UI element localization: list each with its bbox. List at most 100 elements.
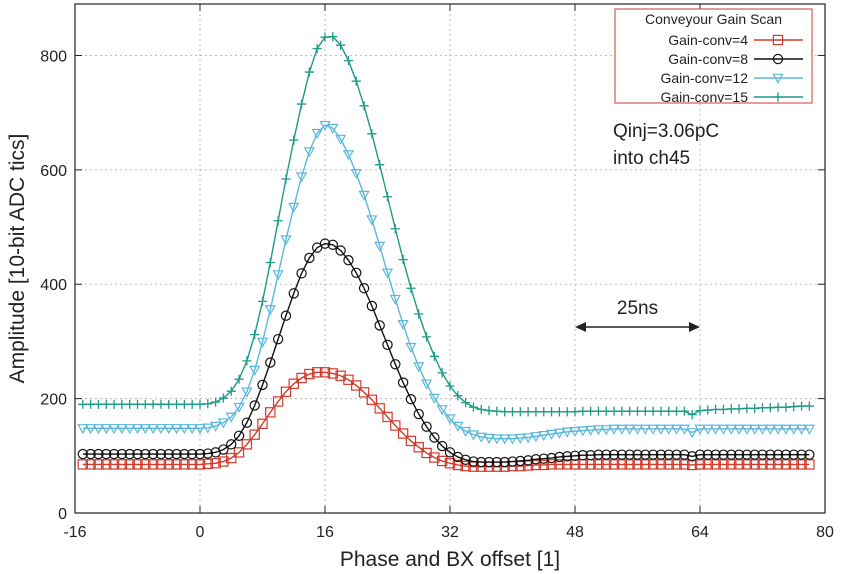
data-point: [585, 425, 597, 436]
data-point: [397, 428, 409, 439]
data-point: [85, 424, 97, 435]
data-point: [436, 455, 448, 467]
data-point: [295, 172, 308, 183]
data-point: [484, 406, 494, 416]
data-point: [414, 309, 424, 319]
data-point: [694, 449, 706, 460]
data-point: [750, 403, 760, 413]
data-point: [710, 449, 721, 460]
data-point: [202, 458, 214, 470]
data-point: [233, 402, 245, 414]
data-point: [467, 430, 480, 441]
data-point: [179, 448, 190, 460]
data-point: [546, 452, 557, 464]
data-point: [632, 449, 643, 460]
data-point: [461, 398, 471, 408]
x-tick-label: -16: [63, 524, 86, 541]
legend-marker: [772, 73, 784, 84]
data-point: [444, 458, 456, 469]
data-point: [695, 406, 705, 416]
x-tick-label: 48: [566, 524, 584, 541]
data-point: [194, 424, 206, 435]
data-point: [389, 294, 401, 305]
data-point: [788, 424, 800, 435]
data-point: [335, 134, 347, 145]
data-point: [78, 399, 88, 409]
data-point: [764, 424, 776, 435]
data-point: [765, 403, 775, 413]
data-point: [343, 374, 354, 385]
data-point: [374, 403, 385, 414]
data-point: [436, 440, 448, 452]
data-point: [460, 426, 472, 438]
data-point: [210, 458, 221, 469]
data-point: [163, 424, 175, 435]
x-axis-title: Phase and BX offset [1]: [340, 548, 560, 571]
data-point: [186, 459, 198, 470]
data-point: [515, 407, 525, 417]
data-point: [319, 367, 331, 378]
data-point: [93, 459, 104, 470]
data-point: [663, 449, 674, 460]
data-point: [717, 424, 730, 435]
data-point: [100, 424, 112, 435]
data-point: [655, 449, 667, 460]
data-point: [585, 450, 596, 461]
x-tick-label: 32: [441, 524, 459, 541]
data-point: [499, 456, 510, 468]
data-point: [203, 399, 213, 409]
data-point: [608, 449, 620, 460]
data-point: [686, 451, 698, 462]
data-point: [116, 459, 128, 470]
data-point: [500, 407, 510, 417]
data-point: [202, 423, 214, 434]
data-point: [452, 459, 464, 471]
data-point: [796, 401, 807, 411]
data-point: [77, 424, 89, 435]
data-point: [530, 459, 542, 471]
data-point: [249, 365, 261, 376]
data-point: [390, 420, 401, 431]
data-point: [429, 452, 440, 463]
data-point: [249, 429, 260, 440]
data-point: [781, 402, 791, 412]
data-point: [92, 424, 105, 435]
data-point: [406, 283, 416, 293]
data-point: [132, 448, 143, 460]
data-point: [178, 424, 190, 435]
data-point: [101, 459, 112, 470]
data-point: [686, 459, 698, 471]
data-point: [530, 454, 542, 465]
data-point: [663, 424, 675, 435]
data-point: [171, 459, 182, 470]
data-point: [601, 406, 611, 416]
data-point: [281, 174, 291, 184]
data-point: [358, 387, 370, 398]
data-point: [539, 407, 549, 417]
data-point: [569, 450, 581, 462]
data-point: [194, 459, 206, 470]
data-point: [217, 418, 230, 429]
data-point: [124, 459, 135, 470]
data-point: [678, 424, 690, 435]
data-point: [413, 362, 425, 373]
data-point: [155, 424, 167, 435]
data-point: [804, 449, 815, 460]
data-point: [561, 427, 573, 438]
series-line: [82, 124, 810, 440]
data-point: [117, 399, 127, 409]
y-tick-label: 400: [40, 277, 67, 294]
y-tick-label: 200: [40, 392, 67, 409]
data-point: [320, 32, 330, 42]
data-point: [421, 421, 432, 432]
data-point: [679, 406, 689, 416]
y-axis-title: Amplitude [10-bit ADC tics]: [6, 134, 29, 384]
data-point: [460, 460, 471, 472]
data-point: [405, 393, 417, 405]
data-point: [327, 368, 339, 379]
data-point: [101, 399, 111, 409]
data-point: [108, 424, 120, 435]
data-point: [351, 380, 362, 391]
data-point: [101, 448, 112, 460]
